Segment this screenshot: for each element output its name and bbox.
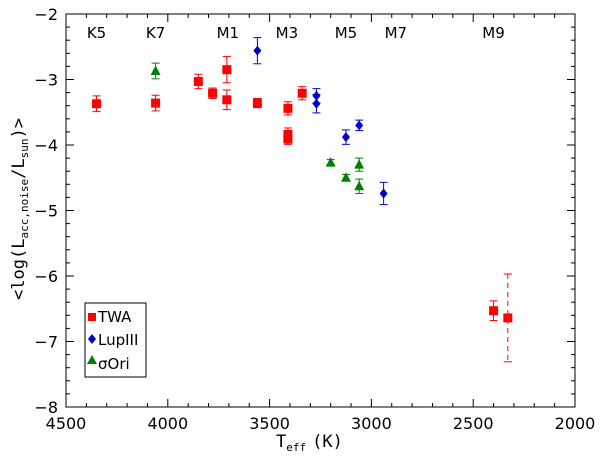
twa-point xyxy=(208,88,218,98)
x-tick-label: 3000 xyxy=(351,414,392,433)
twa-point xyxy=(283,134,293,144)
sigma-ori-point xyxy=(340,172,351,182)
x-axis-label: Teff (K) xyxy=(276,432,343,454)
twa-point xyxy=(151,98,161,108)
x-tick-label: 2000 xyxy=(555,414,596,433)
x-tick-label: 4000 xyxy=(147,414,188,433)
spectral-type-label: M9 xyxy=(482,24,505,42)
twa-point xyxy=(222,65,232,75)
sigma-ori-point xyxy=(354,180,365,191)
lupiii-point xyxy=(341,132,350,143)
data-markers xyxy=(92,45,513,323)
spectral-type-label: M5 xyxy=(335,24,358,42)
twa-point xyxy=(503,313,513,323)
lupiii-point xyxy=(312,90,321,101)
legend-square-marker xyxy=(88,313,96,321)
spectral-type-label: M1 xyxy=(217,24,240,42)
twa-point xyxy=(297,88,307,98)
spectral-type-label: M7 xyxy=(385,24,408,42)
lupiii-point xyxy=(253,45,262,56)
x-tick-label: 3500 xyxy=(249,414,290,433)
spectral-type-label: K7 xyxy=(146,24,165,42)
x-tick-label: 2500 xyxy=(453,414,494,433)
spectral-type-labels: K5 K7 M1 M3 M5 M7 M9 xyxy=(87,24,505,42)
twa-point xyxy=(489,306,499,316)
legend-diamond-marker xyxy=(88,334,96,344)
y-tick-label: −5 xyxy=(34,202,58,221)
error-bars xyxy=(92,37,512,363)
axis-ticks: 4500 4000 3500 3000 2500 2000 −8 −7 −6 −5 −4 −3 −2 xyxy=(34,5,595,433)
legend-label-lupiii: LupIII xyxy=(98,331,138,349)
twa-point xyxy=(92,99,102,109)
y-tick-label: −8 xyxy=(34,398,58,417)
sigma-ori-point xyxy=(150,65,161,75)
legend-label-sigma-ori: σOri xyxy=(98,355,130,373)
y-tick-label: −4 xyxy=(34,136,58,155)
twa-point xyxy=(252,98,262,108)
sigma-ori-point xyxy=(354,159,365,169)
legend: TWA LupIII σOri xyxy=(84,302,147,378)
legend-label-twa: TWA xyxy=(97,308,132,326)
x-tick-label: 4500 xyxy=(46,414,87,433)
y-tick-label: −3 xyxy=(34,71,58,90)
y-axis-label: <log(Lacc,noise/Lsun)> xyxy=(9,118,31,300)
y-tick-label: −6 xyxy=(34,267,58,286)
spectral-type-label: K5 xyxy=(87,24,106,42)
twa-point xyxy=(283,130,293,140)
lupiii-point xyxy=(312,98,321,109)
y-tick-label: −2 xyxy=(34,5,58,24)
twa-point xyxy=(193,76,203,86)
legend-triangle-marker xyxy=(87,355,97,364)
sigma-ori-point xyxy=(325,157,336,167)
twa-point xyxy=(283,103,293,113)
twa-point xyxy=(222,95,232,105)
y-tick-label: −7 xyxy=(34,333,58,352)
lupiii-point xyxy=(379,188,388,199)
lupiii-point xyxy=(355,120,364,131)
spectral-type-label: M3 xyxy=(276,24,299,42)
